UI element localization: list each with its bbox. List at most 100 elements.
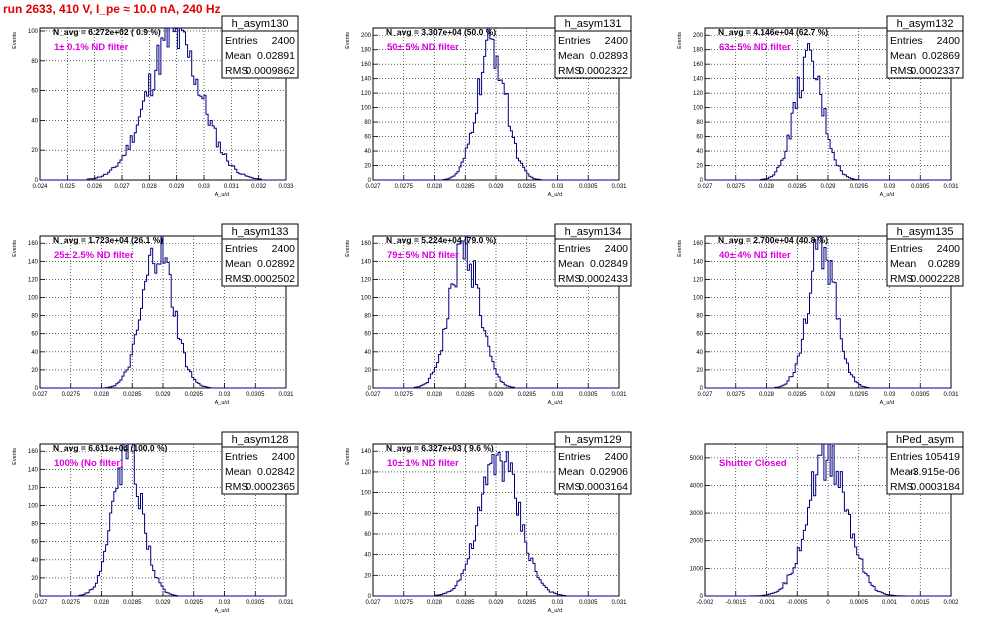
histogram-line xyxy=(373,27,619,181)
stat-key: Mean xyxy=(225,466,251,478)
tick-label-x: 0.029 xyxy=(155,392,171,398)
stats-box xyxy=(554,223,632,287)
navg-label: N_avg = 3.307e+04 (50.0 %) xyxy=(386,27,496,37)
tick-label-x: 0.0285 xyxy=(123,392,142,398)
stat-value: 2400 xyxy=(272,243,296,255)
tick-label-x: 0.03 xyxy=(552,600,564,606)
tick-label-x: 0.0295 xyxy=(518,600,537,606)
histogram-h_asym133: 0.027 0.0275 0.028 0.0285 0.029 0.0295 0.03 0.0… xyxy=(12,223,299,406)
histogram-line xyxy=(40,443,286,597)
stat-value: 0.02906 xyxy=(590,466,628,478)
tick-label-y: 60 xyxy=(31,89,38,95)
tick-label-y: 0 xyxy=(35,594,39,600)
tick-label-x: 0.0275 xyxy=(395,392,414,398)
x-axis-label: A_u/d xyxy=(215,400,229,406)
histogram-line xyxy=(705,43,951,181)
tick-label-y: 20 xyxy=(31,368,38,374)
tick-label-y: 180 xyxy=(693,48,704,54)
tick-label-y: 80 xyxy=(31,59,38,65)
tick-label-y: 60 xyxy=(364,135,371,141)
tick-label-x: 0.031 xyxy=(611,392,627,398)
tick-label-y: 80 xyxy=(364,511,371,517)
histogram-name: h_asym129 xyxy=(565,434,622,446)
tick-label-x: 0.027 xyxy=(697,392,713,398)
tick-label-x: 0.0295 xyxy=(850,184,869,190)
tick-label-x: 0.024 xyxy=(32,184,48,190)
tick-label-x: 0.027 xyxy=(32,600,48,606)
x-axis-label: A_u/d xyxy=(880,192,894,198)
tick-label-y: 0 xyxy=(368,386,372,392)
tick-label-y: 100 xyxy=(361,491,372,497)
filter-label: 50± 5% ND filter xyxy=(387,42,459,53)
tick-label-x: 0.0015 xyxy=(911,600,930,606)
tick-label-x: 0 xyxy=(826,600,830,606)
tick-label-y: 120 xyxy=(361,277,372,283)
tick-label-y: 120 xyxy=(361,470,372,476)
histogram-grid: 0.024 0.025 0.026 0.027 0.028 0.029 0.03 0.031 0… xyxy=(12,15,964,614)
tick-label-y: 120 xyxy=(28,485,39,491)
tick-label-y: 20 xyxy=(364,573,371,579)
histogram-line xyxy=(705,235,951,389)
tick-label-y: 40 xyxy=(31,350,38,356)
stat-value: -3.915e-06 xyxy=(909,466,960,478)
tick-label-y: 80 xyxy=(364,314,371,320)
tick-label-y: 100 xyxy=(28,504,39,510)
tick-label-y: 40 xyxy=(696,350,703,356)
tick-label-x: 0.0275 xyxy=(62,392,81,398)
tick-label-x: -0.0015 xyxy=(726,600,747,606)
stat-key: Mean xyxy=(225,50,251,62)
tick-label-y: 0 xyxy=(368,594,372,600)
stat-key: RMS xyxy=(225,65,248,77)
navg-label: N_avg = 6.327e+03 ( 9.6 %) xyxy=(386,443,494,453)
filter-label: Shutter Closed xyxy=(719,458,787,469)
tick-label-x: 0.0005 xyxy=(850,600,869,606)
tick-label-x: 0.0305 xyxy=(579,600,598,606)
tick-label-y: 140 xyxy=(693,77,704,83)
tick-label-y: 2000 xyxy=(690,539,704,545)
stats-box xyxy=(886,223,964,287)
x-axis-label: A_u/d xyxy=(548,192,562,198)
histogram-name: h_asym130 xyxy=(232,18,289,30)
tick-label-x: 0.029 xyxy=(488,184,504,190)
tick-label-x: 0.0305 xyxy=(246,392,265,398)
tick-label-x: 0.031 xyxy=(943,392,959,398)
tick-label-y: 5000 xyxy=(690,456,704,462)
tick-label-x: 0.027 xyxy=(365,184,381,190)
tick-label-x: 0.0275 xyxy=(62,600,81,606)
tick-label-x: 0.025 xyxy=(60,184,76,190)
tick-label-y: 160 xyxy=(693,241,704,247)
page-title: run 2633, 410 V, I_pe ≈ 10.0 nA, 240 Hz xyxy=(3,2,221,16)
tick-label-y: 140 xyxy=(361,77,372,83)
tick-label-x: 0.031 xyxy=(611,184,627,190)
tick-label-x: 0.029 xyxy=(488,600,504,606)
tick-label-x: 0.026 xyxy=(87,184,103,190)
tick-label-x: 0.0285 xyxy=(788,184,807,190)
stats-box xyxy=(221,431,299,495)
histogram-name: h_asym135 xyxy=(897,226,954,238)
stat-value: 0.02892 xyxy=(257,258,295,270)
stat-key: RMS xyxy=(558,65,581,77)
stat-value: 2400 xyxy=(272,35,296,47)
tick-label-y: 20 xyxy=(364,164,371,170)
tick-label-y: 20 xyxy=(696,164,703,170)
tick-label-y: 20 xyxy=(31,148,38,154)
tick-label-x: 0.031 xyxy=(943,184,959,190)
histogram-name: h_asym132 xyxy=(897,18,954,30)
stat-key: Entries xyxy=(558,243,591,255)
tick-label-y: 160 xyxy=(693,62,704,68)
tick-label-x: -0.0005 xyxy=(787,600,808,606)
stat-key: RMS xyxy=(225,273,248,285)
y-axis-label: Events xyxy=(12,32,18,49)
tick-label-x: 0.0295 xyxy=(850,392,869,398)
tick-label-y: 60 xyxy=(364,532,371,538)
tick-label-y: 60 xyxy=(31,540,38,546)
histogram-h_asym131: 0.027 0.0275 0.028 0.0285 0.029 0.0295 0.03 0.0… xyxy=(345,15,632,198)
y-axis-label: Events xyxy=(677,32,683,49)
stats-box xyxy=(886,15,964,79)
tick-label-x: 0.03 xyxy=(552,184,564,190)
stat-value: 2400 xyxy=(937,243,961,255)
tick-label-x: 0.027 xyxy=(32,392,48,398)
histogram-h_asym128: 0.027 0.0275 0.028 0.0285 0.029 0.0295 0.03 0.0… xyxy=(12,431,299,614)
stat-key: RMS xyxy=(225,481,248,493)
tick-label-y: 160 xyxy=(28,241,39,247)
